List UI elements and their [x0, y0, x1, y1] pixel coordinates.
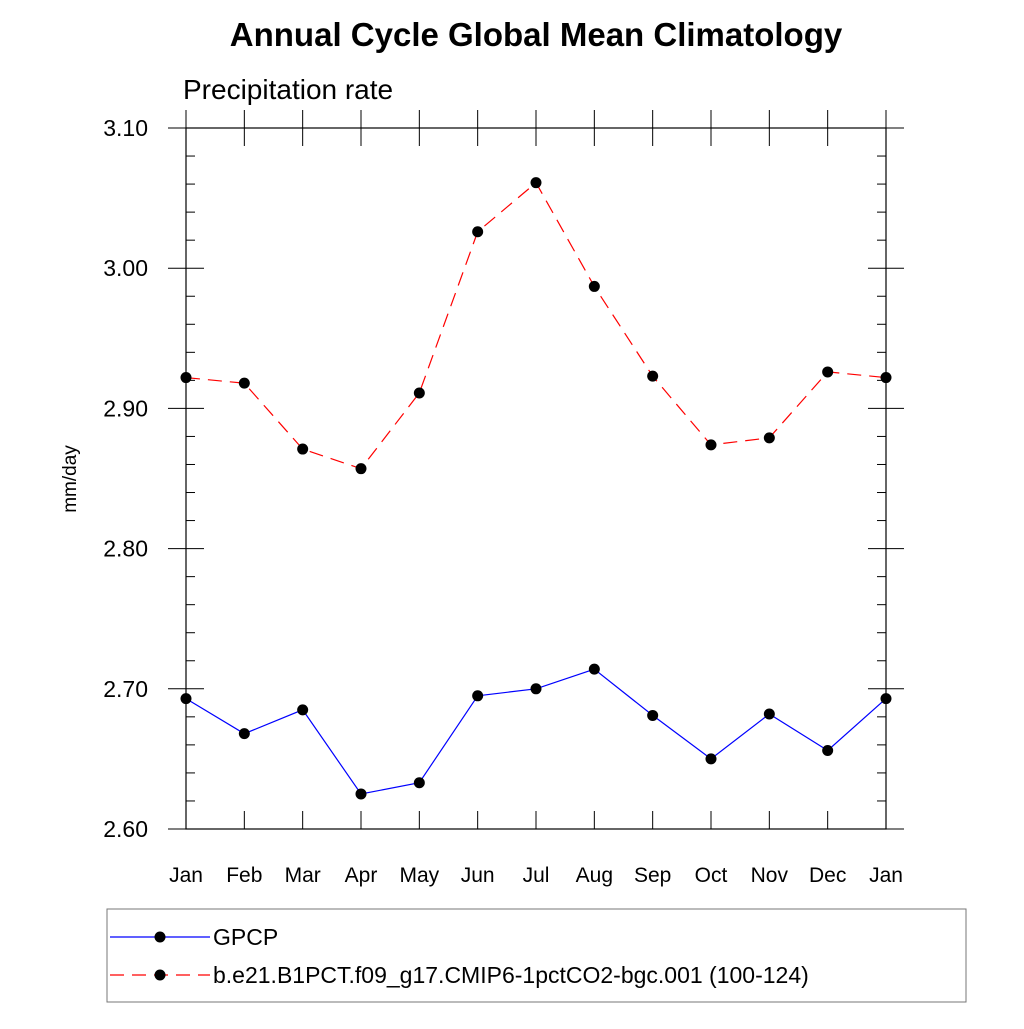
data-point: [588, 663, 600, 675]
x-tick-label: Jun: [461, 864, 495, 887]
data-point: [238, 377, 250, 389]
y-tick-label: 3.10: [103, 115, 148, 141]
data-point: [822, 366, 834, 378]
data-point: [413, 387, 425, 399]
y-axis-label: mm/day: [60, 445, 81, 513]
data-point: [297, 443, 309, 455]
legend-box: [106, 908, 967, 1003]
x-tick-label: Jan: [869, 864, 903, 887]
data-point: [297, 704, 309, 716]
legend-label: GPCP: [213, 924, 278, 950]
y-tick-label: 2.70: [103, 676, 148, 702]
legend-marker: [154, 931, 166, 943]
data-point: [472, 226, 484, 238]
legend: GPCP b.e21.B1PCT.f09_g17.CMIP6-1pctCO2-bg…: [106, 908, 967, 1003]
legend-label: b.e21.B1PCT.f09_g17.CMIP6-1pctCO2-bgc.00…: [213, 962, 809, 988]
data-point: [705, 753, 717, 765]
chart-title: Annual Cycle Global Mean Climatology: [230, 16, 843, 53]
data-point: [763, 432, 775, 444]
data-point: [530, 177, 542, 189]
x-tick-label: May: [399, 864, 439, 887]
chart-subtitle: Precipitation rate: [183, 74, 393, 105]
y-tick-label: 2.90: [103, 395, 148, 421]
series-0: [180, 663, 892, 800]
x-tick-label: Mar: [285, 864, 321, 887]
data-point: [588, 280, 600, 292]
series-1: [180, 177, 892, 475]
y-tick-label: 3.00: [103, 255, 148, 281]
data-point: [413, 777, 425, 789]
data-point: [822, 744, 834, 756]
legend-marker: [154, 969, 166, 981]
plot-area-frame: [185, 127, 887, 830]
x-tick-label: Apr: [345, 864, 378, 887]
data-point: [355, 788, 367, 800]
data-point: [647, 709, 659, 721]
x-tick-label: Feb: [226, 864, 262, 887]
x-tick-label: Aug: [576, 864, 613, 887]
data-point: [530, 683, 542, 695]
data-point: [238, 728, 250, 740]
x-tick-label: Jul: [523, 864, 550, 887]
data-point: [355, 463, 367, 475]
y-tick-label: 2.80: [103, 536, 148, 562]
data-point: [472, 690, 484, 702]
x-tick-label: Nov: [751, 864, 789, 887]
data-point: [763, 708, 775, 720]
y-tick-label: 2.60: [103, 816, 148, 842]
x-tick-label: Jan: [169, 864, 203, 887]
x-tick-label: Oct: [695, 864, 728, 887]
series-line: [185, 181, 887, 470]
data-point: [705, 439, 717, 451]
x-tick-label: Sep: [634, 864, 671, 887]
data-point: [647, 370, 659, 382]
x-tick-label: Dec: [809, 864, 846, 887]
